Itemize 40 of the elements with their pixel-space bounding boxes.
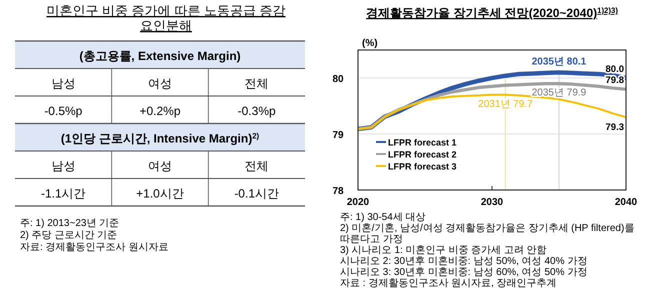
table-cell: -0.1시간 — [234, 186, 279, 200]
annotation: 79.3 — [606, 122, 624, 134]
ytick: 80 — [332, 74, 344, 85]
table-cell: -0.5%p — [44, 104, 82, 118]
annotation: 2031년 79.7 — [478, 98, 533, 110]
note: 시나리오 3: 30년후 미혼비중: 남성 60%, 여성 50% 가정 — [340, 267, 588, 278]
xtick: 2020 — [346, 197, 370, 208]
note: 3) 시나리오 1: 미혼인구 비중 증가세 고려 안함 — [340, 245, 547, 256]
table-cell: 남성 — [51, 158, 76, 173]
note: 자료 : 경제활동인구조사 원시자료, 장래인구추계 — [340, 278, 557, 289]
ytick: 79 — [332, 130, 344, 141]
table-cell: +1.0시간 — [136, 186, 184, 200]
note: 시나리오 2: 30년후 미혼비중: 남성 50%, 여성 40% 가정 — [340, 256, 588, 267]
annotation: 2035년 79.9 — [532, 88, 586, 99]
table-cell: -0.3%p — [238, 104, 276, 118]
table-header: (총고용률, Extensive Margin) — [79, 48, 241, 63]
xtick: 2040 — [614, 197, 638, 208]
table-cell: -1.1시간 — [41, 186, 86, 200]
xtick: 2030 — [480, 197, 504, 208]
note: 따른다고 가정 — [340, 234, 403, 245]
ytick: 78 — [332, 186, 344, 197]
legend: LFPR forecast 1 — [388, 138, 457, 148]
ylabel: (%) — [362, 38, 378, 49]
note: 주: 1) 30-54세 대상 — [340, 212, 426, 223]
note: 2) 미혼/기혼, 남성/여성 경제활동참가율은 장기추세 (HP filtered)를 — [340, 223, 634, 234]
table-cell: 여성 — [148, 76, 172, 90]
table-header: (1인당 근로시간, Intensive Margin)$^{2)}$ — [60, 130, 260, 146]
legend: LFPR forecast 3 — [388, 162, 457, 172]
annotation: 2035년 80.1 — [532, 56, 586, 68]
note: 주: 1) 2013~23년 기준 — [20, 218, 120, 229]
table-cell: 전체 — [244, 158, 269, 173]
note: 자료: 경제활동인구조사 원시자료 — [20, 242, 168, 253]
annotation: 80.0 — [606, 64, 624, 75]
table-cell: 여성 — [148, 158, 172, 173]
table-cell: 전체 — [244, 76, 269, 90]
table-cell: 남성 — [51, 76, 76, 90]
legend: LFPR forecast 2 — [388, 150, 457, 160]
annotation: 79.8 — [606, 75, 624, 86]
table-cell: +0.2%p — [139, 104, 181, 118]
note: 2) 주당 근로시간 기준 — [20, 230, 118, 241]
